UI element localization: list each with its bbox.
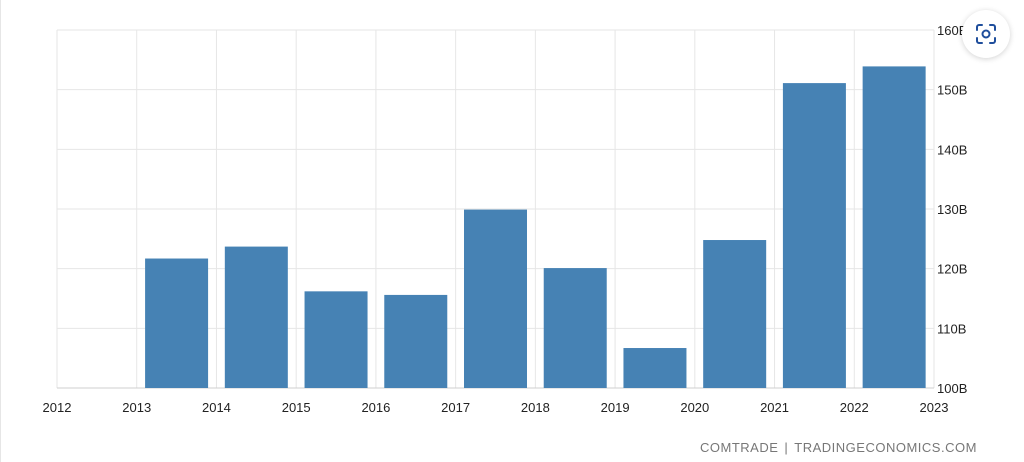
- x-tick-label: 2023: [920, 400, 949, 415]
- x-axis: 2012 2013 2014 2015 2016 2017 2018 2019 2020 2021…: [43, 400, 949, 415]
- x-tick-label: 2015: [282, 400, 311, 415]
- source-site: TRADINGECONOMICS.COM: [794, 440, 977, 455]
- x-tick-label: 2018: [521, 400, 550, 415]
- y-tick-label: 100B: [937, 381, 967, 396]
- x-tick-label: 2016: [361, 400, 390, 415]
- x-tick-label: 2022: [840, 400, 869, 415]
- bar-chart: 2012 2013 2014 2015 2016 2017 2018 2019 2020 2021…: [43, 23, 968, 415]
- chart-bars: [145, 66, 926, 388]
- bar-2016: [384, 294, 448, 388]
- x-tick-label: 2019: [601, 400, 630, 415]
- y-tick-label: 160B: [937, 23, 967, 38]
- y-tick-label: 150B: [937, 83, 967, 98]
- y-tick-label: 120B: [937, 262, 967, 277]
- x-tick-label: 2017: [441, 400, 470, 415]
- y-tick-label: 140B: [937, 142, 967, 157]
- zoom-button[interactable]: [962, 10, 1010, 58]
- x-tick-label: 2021: [760, 400, 789, 415]
- source-name: COMTRADE: [700, 440, 779, 455]
- bar-2013: [145, 258, 209, 388]
- x-tick-label: 2020: [680, 400, 709, 415]
- source-attribution: COMTRADE | TRADINGECONOMICS.COM: [700, 440, 977, 455]
- x-tick-label: 2013: [122, 400, 151, 415]
- bar-2017: [464, 209, 527, 388]
- bar-2015: [304, 291, 368, 388]
- y-axis: 100B 110B 120B 130B 140B 150B 160B: [937, 23, 967, 396]
- bar-2019: [623, 348, 687, 388]
- bar-2022: [862, 66, 926, 388]
- bar-2014: [224, 246, 288, 388]
- frame-divider: [0, 0, 1, 462]
- bar-2018: [543, 268, 607, 388]
- source-separator: |: [784, 440, 789, 455]
- bar-2020: [703, 240, 767, 388]
- bar-2021: [782, 83, 846, 388]
- x-tick-label: 2012: [43, 400, 72, 415]
- focus-scan-icon: [976, 24, 996, 44]
- y-tick-label: 130B: [937, 202, 967, 217]
- y-tick-label: 110B: [937, 321, 966, 336]
- x-tick-label: 2014: [202, 400, 231, 415]
